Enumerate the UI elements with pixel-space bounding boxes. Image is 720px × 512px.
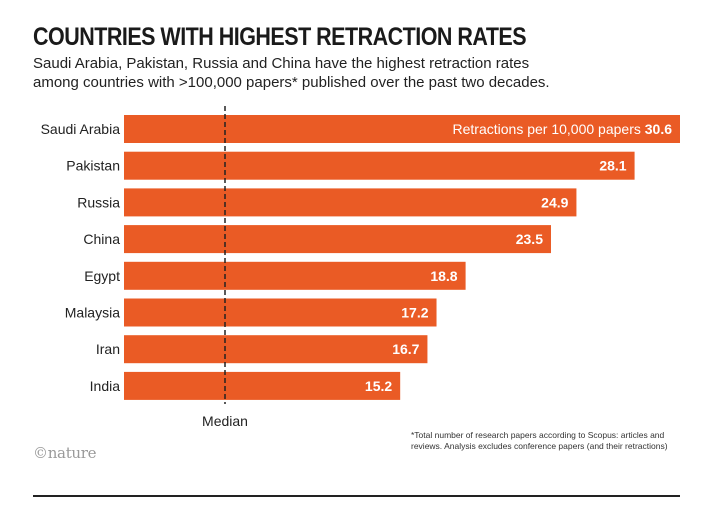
value-label: 16.7 <box>392 341 419 357</box>
category-label: Russia <box>77 194 120 210</box>
value-label: 28.1 <box>599 158 626 174</box>
category-label: China <box>83 231 120 247</box>
bar <box>124 115 680 143</box>
bar <box>124 371 401 400</box>
bar <box>124 151 635 180</box>
bar <box>124 188 577 217</box>
category-label: Pakistan <box>66 158 120 174</box>
value-label: 18.8 <box>430 268 457 284</box>
footnote: *Total number of research papers accordi… <box>411 430 668 451</box>
category-label: India <box>90 378 121 394</box>
category-label: Egypt <box>84 268 120 284</box>
bottom-rule <box>33 495 680 497</box>
chart-title: COUNTRIES WITH HIGHEST RETRACTION RATES <box>33 23 527 51</box>
value-label: 15.2 <box>365 378 392 394</box>
bar <box>124 298 437 327</box>
nature-logo: ©nature <box>33 444 97 462</box>
category-label: Iran <box>96 341 120 357</box>
bar <box>124 261 466 290</box>
category-label: Malaysia <box>65 305 120 321</box>
value-label: 17.2 <box>401 305 428 321</box>
value-label: Retractions per 10,000 papers 30.6 <box>453 121 673 137</box>
bar <box>124 335 428 364</box>
bar <box>124 225 551 254</box>
chart-subtitle: Saudi Arabia, Pakistan, Russia and China… <box>33 54 673 92</box>
subtitle-line-1: Saudi Arabia, Pakistan, Russia and China… <box>33 55 530 72</box>
bar-chart: Saudi Arabia Retractions per 10,000 paper… <box>41 106 680 429</box>
value-label: 23.5 <box>516 231 543 247</box>
category-label: Saudi Arabia <box>41 121 121 137</box>
median-label: Median <box>202 413 248 429</box>
value-label: 24.9 <box>541 194 568 210</box>
subtitle-line-2: among countries with >100,000 papers* pu… <box>33 74 550 91</box>
